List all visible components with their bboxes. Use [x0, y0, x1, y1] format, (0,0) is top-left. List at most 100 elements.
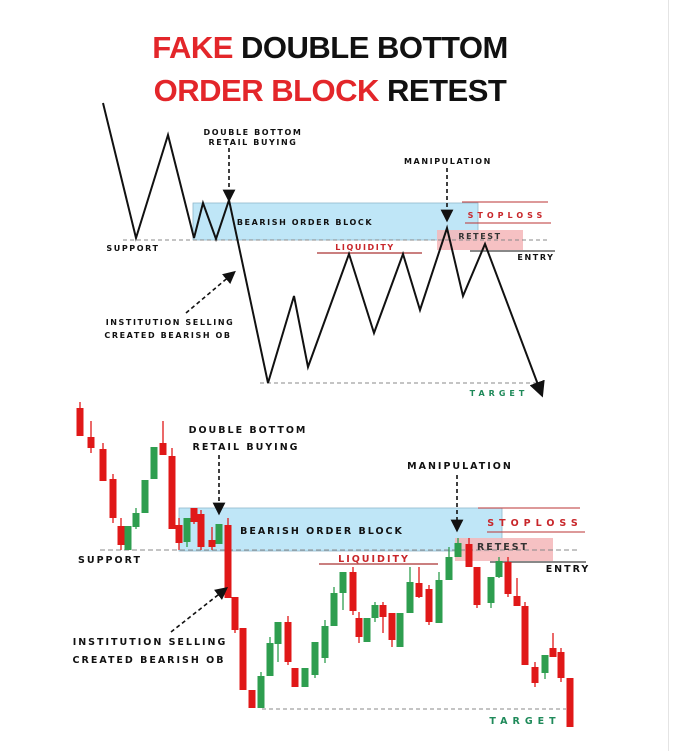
candle-body	[99, 449, 107, 481]
bearish-candle	[239, 628, 247, 690]
candle-body	[311, 642, 319, 675]
title-black-word: RETEST	[387, 73, 507, 108]
candle-body	[124, 526, 132, 550]
label-institution-selling: INSTITUTION SELLING	[73, 637, 228, 648]
bearish-candle	[291, 668, 299, 687]
candle-body	[190, 508, 198, 522]
bullish-candle	[215, 524, 223, 544]
label-created-bearish-ob: CREATED BEARISH OB	[73, 655, 226, 666]
bearish-candle	[531, 662, 539, 687]
label-retail-buying: RETAIL BUYING	[193, 442, 300, 453]
title-black-words: DOUBLE BOTTOM	[241, 30, 508, 65]
label-target: TARGET	[470, 389, 529, 398]
bearish-candle	[379, 602, 387, 633]
bearish-candle	[388, 613, 396, 647]
title-line-2: ORDER BLOCK RETEST	[0, 73, 660, 109]
label-retest: RETEST	[458, 232, 501, 241]
label-institution-selling: INSTITUTION SELLING	[106, 318, 235, 327]
label-entry: ENTRY	[517, 253, 554, 262]
bullish-candle	[363, 618, 371, 642]
candle-body	[159, 443, 167, 455]
bullish-candle	[321, 620, 329, 663]
candle-body	[355, 618, 363, 637]
label-support: SUPPORT	[106, 244, 159, 253]
bearish-candle	[513, 578, 521, 606]
page-edge-divider	[668, 0, 669, 751]
label-stoploss: STOPLOSS	[468, 211, 547, 220]
bullish-candle	[495, 557, 503, 578]
candle-body	[208, 540, 216, 547]
label-retail-buying: RETAIL BUYING	[209, 138, 298, 147]
institution-arrow	[185, 270, 236, 314]
candle-body	[504, 562, 512, 594]
candle-body	[330, 593, 338, 626]
candle-body	[513, 596, 521, 606]
label-target: TARGET	[489, 716, 560, 727]
bullish-candle	[183, 518, 191, 547]
candle-body	[388, 613, 396, 640]
label-double-bottom: DOUBLE BOTTOM	[189, 425, 308, 436]
candle-body	[495, 561, 503, 577]
candle-body	[117, 526, 125, 545]
label-retest: RETEST	[477, 542, 529, 553]
bearish-candle	[99, 443, 107, 481]
candle-body	[284, 622, 292, 662]
bearish-candle	[425, 585, 433, 625]
candle-body	[531, 667, 539, 683]
price-path	[102, 102, 545, 398]
candle-body	[487, 577, 495, 603]
candle-body	[248, 690, 256, 708]
bullish-candle	[371, 602, 379, 622]
bearish-candle	[355, 612, 363, 643]
candle-body	[87, 437, 95, 448]
candle-body	[109, 479, 117, 518]
candles	[76, 402, 574, 727]
candle-body	[183, 518, 191, 542]
candle-body	[224, 525, 232, 598]
candle-body	[301, 668, 309, 687]
institution-arrow	[170, 587, 229, 633]
bullish-candle	[311, 642, 319, 678]
bearish-candle	[168, 448, 176, 529]
label-liquidity: LIQUIDITY	[335, 243, 395, 252]
candle-body	[363, 618, 371, 642]
candle-body	[445, 557, 453, 580]
candle-body	[291, 668, 299, 687]
bearish-candle	[284, 616, 292, 665]
candle-body	[349, 572, 357, 611]
bullish-candle	[454, 538, 462, 557]
candle-body	[215, 524, 223, 544]
candle-body	[566, 678, 574, 727]
candle-body	[76, 408, 84, 436]
candle-body	[541, 655, 549, 673]
candle-body	[150, 447, 158, 479]
bearish-candle	[197, 510, 205, 550]
bullish-candle	[141, 480, 149, 513]
bullish-candle	[266, 637, 274, 676]
candle-body	[274, 622, 282, 644]
candle-body	[521, 606, 529, 665]
bearish-candle	[557, 648, 565, 682]
bearish-candle	[76, 402, 84, 436]
candle-body	[425, 589, 433, 622]
bearish-candle	[248, 690, 256, 708]
bearish-candle	[208, 527, 216, 550]
bullish-candle	[435, 572, 443, 623]
candle-body	[379, 605, 387, 617]
candle-body	[175, 525, 183, 543]
title-red-word: FAKE	[152, 30, 233, 65]
candle-body	[406, 582, 414, 613]
candle-body	[257, 676, 265, 708]
candle-body	[321, 626, 329, 658]
label-entry: ENTRY	[546, 564, 591, 575]
candle-body	[396, 613, 404, 647]
bullish-candle	[330, 587, 338, 626]
label-support: SUPPORT	[78, 555, 142, 566]
candle-body	[549, 648, 557, 657]
bearish-candle	[473, 567, 481, 608]
bearish-candle	[566, 678, 574, 727]
bullish-candle	[132, 508, 140, 529]
label-stoploss: STOPLOSS	[487, 518, 582, 529]
candle-body	[266, 643, 274, 676]
